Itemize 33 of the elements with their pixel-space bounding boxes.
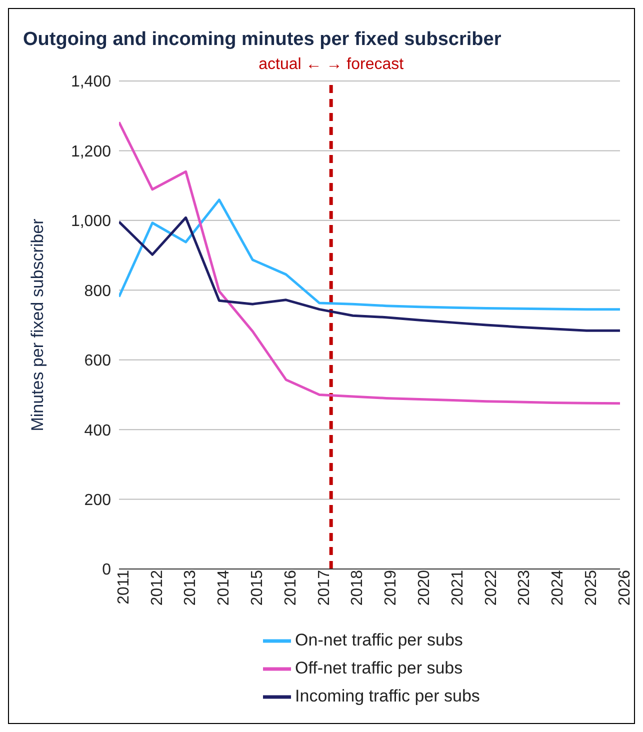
x-tick-label: 2025 <box>582 570 600 606</box>
x-tick-label: 2014 <box>216 570 233 606</box>
x-tick-label: 2012 <box>148 570 166 606</box>
x-tick-label: 2021 <box>449 570 466 606</box>
x-tick-label: 2026 <box>616 570 634 606</box>
y-tick-label: 1,400 <box>70 74 112 91</box>
legend-label: On-net traffic per subs <box>295 630 463 650</box>
x-tick-label: 2024 <box>550 570 567 606</box>
y-tick-label: 200 <box>84 492 112 509</box>
y-tick-label: 0 <box>102 562 112 579</box>
y-tick-label: 400 <box>84 422 112 440</box>
legend-label: Incoming traffic per subs <box>295 686 480 706</box>
x-tick-label: 2011 <box>115 570 132 604</box>
x-tick-label: 2020 <box>416 570 433 606</box>
x-tick-label: 2018 <box>349 570 366 606</box>
y-tick-label: 1,000 <box>70 213 112 230</box>
x-tick-label: 2023 <box>516 570 534 606</box>
legend-label: Off-net traffic per subs <box>295 658 463 678</box>
line-series <box>119 216 620 332</box>
x-tick-label: 2015 <box>248 570 266 606</box>
x-tick-label: 2017 <box>316 570 333 606</box>
y-tick-label: 800 <box>84 282 112 300</box>
y-tick-label: 600 <box>84 352 112 370</box>
line-series <box>119 198 620 311</box>
x-tick-label: 2019 <box>382 570 400 606</box>
x-tick-label: 2013 <box>182 570 200 606</box>
y-tick-label: 1,200 <box>70 143 112 160</box>
line-series <box>119 120 620 405</box>
chart-title: Outgoing and incoming minutes per fixed subscriber <box>22 28 502 51</box>
x-tick-label: 2016 <box>282 570 300 606</box>
y-axis-title: Minutes per fixed subscriber <box>28 218 48 432</box>
x-tick-label: 2022 <box>482 570 500 606</box>
ref-line-label: actual ← → forecast <box>258 56 404 73</box>
